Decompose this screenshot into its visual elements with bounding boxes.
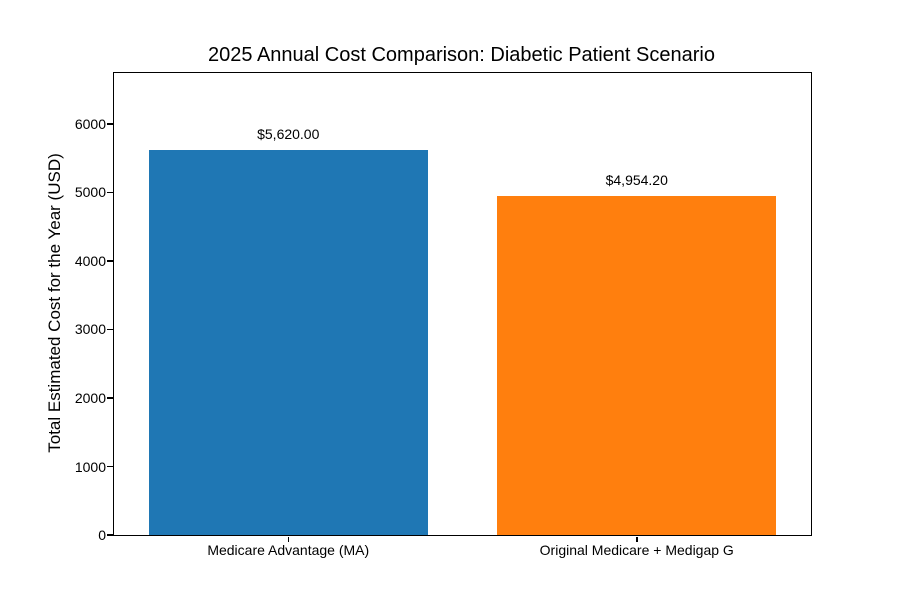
bar-value-label: $5,620.00 (257, 126, 320, 142)
x-axis-tick-label: Original Medicare + Medigap G (539, 542, 734, 558)
y-axis-tick (107, 123, 113, 125)
y-axis-tick (107, 465, 113, 468)
y-axis-tick (107, 397, 113, 399)
y-axis-label-text: Total Estimated Cost for the Year (USD) (45, 153, 64, 453)
bar-value-label: $4,954.20 (605, 171, 668, 188)
y-axis-tick-label: 1000 (74, 458, 106, 475)
y-axis-tick-label: 4000 (74, 252, 106, 269)
plot-area: 0 1000 2000 3000 4000 5000 6000 $5,620.00 Medica… (75, 72, 812, 558)
y-axis-tick-label: 2000 (74, 390, 106, 406)
bar (497, 195, 777, 535)
x-axis-tick (636, 536, 638, 542)
chart-title: 2025 Annual Cost Comparison: Diabetic Pa… (208, 44, 715, 66)
x-axis-tick-label: Medicare Advantage (MA) (207, 542, 370, 558)
y-axis-tick (107, 534, 113, 536)
y-axis-tick-label: 0 (98, 527, 106, 543)
bar (148, 150, 428, 535)
x-axis-tick (287, 536, 289, 542)
y-axis-tick (107, 260, 113, 262)
y-axis-tick-label: 5000 (74, 184, 106, 201)
y-axis-tick (107, 191, 113, 194)
y-axis-tick-label: 3000 (74, 321, 106, 338)
y-axis-tick-label: 6000 (74, 115, 106, 132)
y-axis-tick (107, 328, 113, 331)
